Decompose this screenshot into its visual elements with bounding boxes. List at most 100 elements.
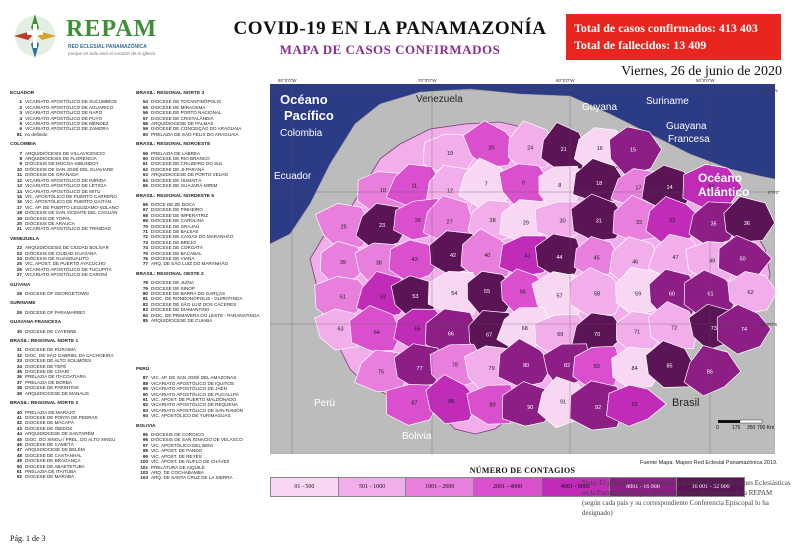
district-number: 71 bbox=[634, 330, 640, 336]
page-title: COVID-19 EN LA PANAMAZONÍA bbox=[233, 18, 547, 39]
jurisdiction-name: PRELAZIA DE SÃO FÉLIX DO ARAGUAIA bbox=[151, 131, 239, 137]
district-number: 91 bbox=[560, 400, 566, 406]
jurisdiction-name: DIOCESE DE PARINTINS bbox=[25, 385, 79, 391]
jurisdiction-name: VIC. APOSTÓLICO DE PUERTO CARREÑO bbox=[25, 193, 117, 199]
jurisdiction-name: VICARIATO APOSTÓLICO DE SAN RAMÓN bbox=[151, 407, 243, 413]
jurisdiction-number: 59 bbox=[142, 126, 148, 132]
jurisdiction-item: 83 DIOCESE DE DIAMANTINO bbox=[136, 307, 268, 312]
jurisdiction-number: 82 bbox=[142, 301, 148, 307]
jurisdiction-item: 55 DIOCESE DE MIRACEMA bbox=[136, 105, 268, 110]
jurisdiction-name: DIÓCESIS DE CIUDAD GUAYANA bbox=[25, 250, 97, 256]
jurisdiction-item: 46 DIOCESE DE CAMETÁ bbox=[10, 442, 135, 447]
district-number: 11 bbox=[412, 184, 418, 190]
jurisdiction-name: VIC. APOSTÓLICO DE PUERTO GAITÁN bbox=[25, 199, 112, 205]
jurisdiction-name: VICARIATO APOSTÓLICO DE ZAMORA bbox=[25, 126, 109, 132]
region-heading: BRASIL: REGIONAL NORTE 3 bbox=[136, 91, 205, 96]
jurisdiction-name: ARQUIDIOCESE DE PALMAS bbox=[151, 121, 214, 127]
jurisdiction-number: 47 bbox=[16, 447, 22, 453]
district-number: 41 bbox=[525, 253, 531, 259]
district-number: 72 bbox=[671, 325, 677, 331]
jurisdiction-name: DIÓCESIS DE SAN IGNACIO DE VELASCO bbox=[151, 437, 243, 443]
jurisdiction-item: 6 VICARIATO APOSTÓLICO DE ZAMORA bbox=[10, 126, 135, 131]
jurisdiction-number: 26 bbox=[16, 266, 22, 272]
jurisdiction-number: 39 bbox=[16, 390, 22, 396]
jurisdiction-number: 14 bbox=[16, 188, 22, 194]
jurisdiction-number: 79 bbox=[142, 285, 148, 291]
jurisdiction-item: 11 DIÓCESIS DE GRANADA bbox=[10, 172, 135, 177]
jurisdiction-number: 43 bbox=[16, 425, 22, 431]
jurisdiction-number: 23 bbox=[16, 250, 22, 256]
jurisdiction-number: 56 bbox=[142, 110, 148, 116]
jurisdiction-item: 26 VICARIATO APOSTÓLICO DE TUCUPITA bbox=[10, 267, 135, 272]
district-number: 44 bbox=[556, 255, 562, 261]
jurisdiction-name: DIOCESE DE ÓBIDOS bbox=[25, 425, 73, 431]
jurisdiction-name: DIOCESE DE BARRA DO GARÇAS bbox=[151, 291, 226, 296]
region-heading: BRASIL: REGIONAL OESTE 2 bbox=[136, 271, 204, 277]
district-number: 22 bbox=[708, 184, 714, 190]
jurisdiction-name: VIC. APOST. DE PUERTO MALDONADO bbox=[151, 397, 237, 403]
jurisdiction-number: 64 bbox=[142, 177, 148, 183]
jurisdiction-number: 20 bbox=[16, 220, 22, 226]
jurisdiction-name: PRELAZIA DE BORBA bbox=[25, 379, 72, 385]
jurisdiction-name: ARQUIDIOCESE DE BELÉM bbox=[25, 447, 85, 453]
jurisdiction-item: 44 ARQUIDIOCESE DE SANTARÉM bbox=[10, 431, 135, 436]
district-shape bbox=[425, 374, 479, 425]
jurisdiction-number: 30 bbox=[16, 328, 22, 334]
district-number: 89 bbox=[490, 403, 496, 409]
jurisdiction-name: DIÓCESIS DE YOPAL bbox=[25, 215, 71, 221]
confirmed-value: 413 403 bbox=[718, 21, 758, 35]
jurisdiction-item: 63 ARQUIDIOCESE DE PORTO VELHO bbox=[136, 172, 268, 177]
jurisdiction-number: 41 bbox=[16, 414, 22, 420]
jurisdiction-number: 50 bbox=[16, 463, 22, 469]
jurisdiction-name: ARQ. DE SANTA CRUZ DE LA SIERRA bbox=[151, 475, 233, 481]
district-number: 87 bbox=[411, 401, 417, 407]
district-number: 42 bbox=[450, 253, 456, 259]
district-number: 35 bbox=[711, 222, 717, 228]
jurisdiction-item: 15 VIC. APOSTÓLICO DE PUERTO CARREÑO bbox=[10, 194, 135, 199]
jurisdiction-name: DIÓCESIS DE MOCOA-SIBUNDOY bbox=[25, 161, 99, 167]
jurisdiction-item: 72 DIOCESE DE CAXIAS DO MARANHÃO bbox=[136, 234, 268, 239]
scale-3: 700 Km bbox=[757, 425, 774, 431]
district-number: 14 bbox=[667, 185, 673, 191]
district-number: 52 bbox=[380, 295, 386, 301]
district-number: 86 bbox=[707, 370, 713, 376]
jurisdiction-name: PRELAZIA DE ITACOATIARA bbox=[25, 374, 86, 380]
district-number: 31 bbox=[596, 219, 602, 225]
district-number: 28 bbox=[490, 218, 496, 224]
district-number: 15 bbox=[630, 147, 636, 153]
district-number: 16 bbox=[597, 146, 603, 152]
jurisdiction-item: 51 PRELAZIA DE ITAITUBA bbox=[10, 469, 135, 474]
jurisdiction-item: 8 ARQUIDIÓCESIS DE FLORENCIA bbox=[10, 156, 135, 161]
jurisdiction-name: DIOCESE DE MARABÁ bbox=[25, 474, 75, 480]
region-heading: GUAYANA FRANCESA bbox=[10, 320, 62, 326]
jurisdiction-name: ARQ. DE COCHABAMBA bbox=[151, 469, 204, 475]
jurisdiction-item: 78 DIOCESE DE JUÍNA bbox=[136, 280, 268, 285]
jurisdiction-number: 74 bbox=[142, 245, 148, 251]
jurisdiction-number: 98 bbox=[142, 448, 148, 454]
district-number: 88 bbox=[448, 399, 454, 405]
jurisdiction-number: 103 bbox=[140, 475, 148, 481]
jurisdiction-name: DIOCESE DE SINOP bbox=[151, 285, 195, 291]
district-number: 21 bbox=[561, 147, 567, 153]
jurisdiction-name: DIOCESE DE GUAJARÁ-MIRIM bbox=[151, 183, 218, 189]
legend-bin: 2001 - 4000 bbox=[474, 478, 542, 496]
region-heading: ECUADOR bbox=[10, 91, 35, 96]
jurisdiction-item: 22 ARQUIDIÓCESIS DE CIUDAD BOLÍVAR bbox=[10, 245, 135, 250]
jurisdiction-number: 18 bbox=[16, 210, 22, 216]
jurisdiction-name: VIC. APOSTÓLICO DEL BENI bbox=[151, 442, 213, 448]
coord-lon-2: 70°0'0"W bbox=[418, 78, 437, 83]
district-number: 90 bbox=[527, 405, 533, 411]
jurisdiction-name: DIOCESE DE CAXIAS DO MARANHÃO bbox=[151, 234, 234, 240]
jurisdiction-number: 12 bbox=[16, 177, 22, 183]
jurisdiction-number: 78 bbox=[142, 280, 148, 286]
jurisdiction-item: 32 DIOC. DE SÃO GABRIEL DA CACHOEIRA bbox=[10, 353, 135, 358]
jurisdiction-name: DIOC. DO XINGU / PREL. DO ALTO XINGU bbox=[25, 436, 116, 442]
jurisdiction-number: 10 bbox=[16, 166, 22, 172]
district-number: 84 bbox=[632, 366, 638, 372]
coord-lon-3: 60°0'0"W bbox=[556, 78, 575, 83]
jurisdiction-name: ARQUIDIOCESE DE CUIABÁ bbox=[151, 318, 213, 324]
jurisdiction-name: DIOCESE DE PONTA DE PEDRAS bbox=[25, 414, 98, 420]
jurisdiction-item: 20 DIÓCESIS DE ARAUCA bbox=[10, 221, 135, 226]
jurisdiction-number: 85 bbox=[142, 318, 148, 324]
district-number: 50 bbox=[740, 257, 746, 263]
